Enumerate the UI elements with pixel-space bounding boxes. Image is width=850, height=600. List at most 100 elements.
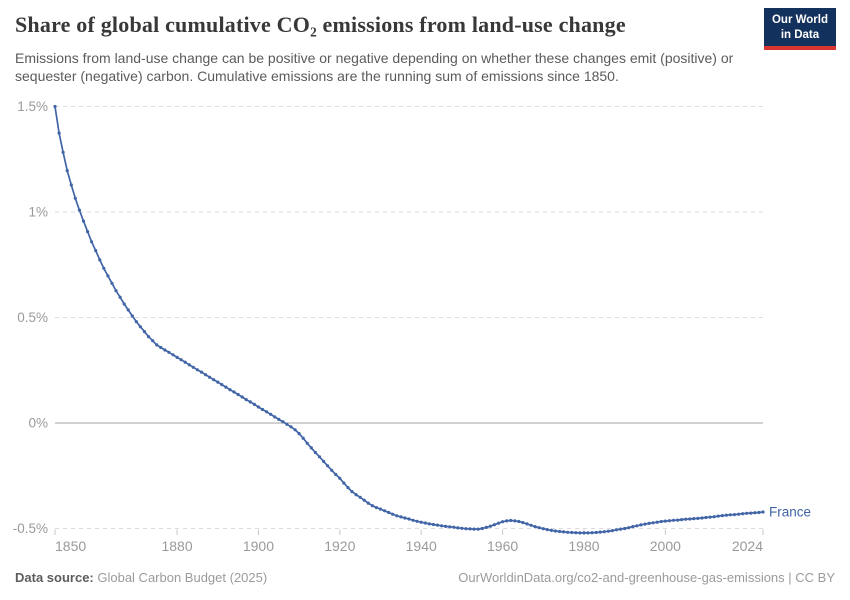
data-point [529, 523, 533, 527]
data-point [281, 420, 285, 424]
chart-footer: Data source: Global Carbon Budget (2025)… [15, 570, 835, 585]
data-point [720, 514, 724, 518]
data-point [342, 481, 346, 485]
data-point [582, 531, 586, 535]
x-axis-tick-label: 1980 [568, 538, 599, 554]
x-axis-tick-label: 1920 [324, 538, 355, 554]
data-point [505, 519, 509, 523]
data-point [667, 519, 672, 523]
data-point [407, 517, 411, 521]
data-point [444, 524, 448, 529]
data-point [684, 517, 688, 521]
data-point [553, 529, 558, 533]
data-point [484, 525, 488, 530]
data-point [155, 343, 159, 347]
data-point [537, 526, 541, 530]
data-point [309, 446, 313, 450]
data-point [688, 517, 692, 521]
data-point [431, 522, 435, 527]
x-axis-tick-label: 2024 [732, 538, 763, 554]
data-point [411, 518, 415, 522]
data-point [472, 527, 476, 531]
data-point [220, 383, 224, 387]
data-point [273, 415, 277, 419]
data-point [614, 528, 619, 532]
data-point [631, 525, 635, 529]
y-axis-tick-label: -0.5% [13, 521, 48, 536]
data-point [549, 528, 554, 533]
data-point [69, 183, 73, 187]
data-point [488, 524, 492, 528]
data-point [627, 526, 631, 530]
data-point [77, 208, 81, 212]
data-point [635, 524, 639, 528]
data-point [65, 169, 69, 173]
data-point [289, 425, 293, 429]
data-point [322, 459, 326, 463]
data-point [541, 527, 545, 531]
data-point [696, 516, 700, 521]
data-point [317, 455, 322, 459]
data-point [204, 373, 208, 377]
chart-subtitle: Emissions from land-use change can be po… [15, 50, 734, 85]
data-point [383, 509, 387, 513]
x-axis-tick-label: 1940 [406, 538, 437, 554]
data-point [366, 501, 370, 505]
data-point [749, 511, 753, 515]
data-point [415, 519, 419, 523]
data-point [248, 400, 252, 404]
data-point [586, 531, 590, 535]
data-point [191, 365, 195, 369]
data-point [118, 295, 122, 299]
data-point [232, 390, 236, 394]
data-point [427, 522, 431, 526]
license-link[interactable]: OurWorldinData.org/co2-and-greenhouse-ga… [458, 570, 835, 585]
data-point [57, 131, 61, 135]
data-point [171, 353, 175, 357]
data-point [53, 104, 57, 109]
data-point [562, 530, 566, 534]
data-point [533, 525, 537, 529]
data-point [187, 363, 191, 367]
data-point [480, 526, 484, 531]
data-point [240, 395, 244, 399]
data-point [260, 407, 265, 412]
data-point [138, 325, 142, 329]
data-point [639, 523, 643, 527]
data-point [256, 405, 260, 409]
data-point [391, 512, 395, 516]
data-point [326, 464, 330, 468]
data-point [147, 335, 151, 339]
data-point [338, 476, 342, 480]
data-point [358, 495, 362, 499]
data-point [521, 521, 525, 525]
data-point [610, 529, 615, 533]
data-point [574, 531, 578, 535]
data-point [501, 520, 505, 524]
data-point [700, 516, 704, 520]
data-point [293, 428, 297, 432]
data-point [305, 441, 309, 445]
data-point [517, 519, 521, 524]
data-point [464, 527, 468, 531]
owid-logo-line2: in Data [780, 28, 820, 41]
data-point [378, 507, 383, 511]
data-point [94, 249, 98, 253]
data-point [244, 398, 248, 402]
data-point [110, 281, 114, 285]
data-point [216, 380, 220, 384]
data-point [183, 360, 187, 364]
x-axis-tick-label: 1900 [243, 538, 274, 554]
data-point [387, 510, 391, 515]
data-point [208, 375, 212, 379]
owid-logo-line1: Our World [771, 14, 828, 26]
data-point [362, 498, 366, 502]
data-point [456, 526, 460, 530]
data-point [578, 531, 582, 535]
data-point [704, 515, 708, 520]
data-point [354, 493, 358, 497]
owid-logo[interactable]: Our World in Data [763, 8, 836, 50]
data-point [606, 529, 611, 533]
data-point [753, 511, 757, 515]
